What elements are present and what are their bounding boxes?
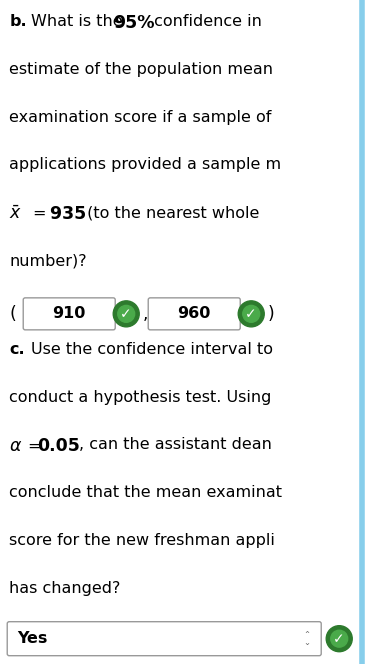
Text: (to the nearest whole: (to the nearest whole [82,205,260,220]
Text: ,: , [142,305,148,323]
Text: Yes: Yes [17,631,48,646]
Text: $=$: $=$ [29,205,46,220]
Text: confidence in: confidence in [149,14,262,29]
Text: $\alpha$: $\alpha$ [9,438,23,456]
Text: 935: 935 [44,205,86,223]
Text: 960: 960 [177,306,211,321]
Circle shape [243,305,260,322]
Text: conduct a hypothesis test. Using: conduct a hypothesis test. Using [9,390,272,404]
Text: examination score if a sample of: examination score if a sample of [9,110,272,125]
FancyBboxPatch shape [7,622,321,655]
Text: $\bar{x}$: $\bar{x}$ [9,205,22,223]
Text: b.: b. [9,14,27,29]
Text: ⌃
⌄: ⌃ ⌄ [304,631,311,647]
Text: 0.05: 0.05 [37,438,80,456]
Text: score for the new freshman appli: score for the new freshman appli [9,533,275,548]
Text: has changed?: has changed? [9,581,121,596]
Text: ✓: ✓ [120,307,132,321]
Text: What is the: What is the [31,14,128,29]
Text: c.: c. [9,342,25,357]
Circle shape [326,625,352,651]
Text: 910: 910 [52,306,86,321]
Text: ): ) [267,305,274,323]
Text: conclude that the mean examinat: conclude that the mean examinat [9,485,282,500]
Circle shape [113,301,139,327]
Circle shape [238,301,264,327]
Text: Use the confidence interval to: Use the confidence interval to [31,342,273,357]
FancyBboxPatch shape [148,298,240,330]
Text: ✓: ✓ [334,631,345,645]
FancyBboxPatch shape [23,298,115,330]
Circle shape [118,305,135,322]
Text: applications provided a sample m: applications provided a sample m [9,157,281,173]
Text: ✓: ✓ [245,307,257,321]
Text: , can the assistant dean: , can the assistant dean [79,438,272,452]
Text: (: ( [9,305,16,323]
Text: estimate of the population mean: estimate of the population mean [9,62,273,77]
Text: 95%: 95% [113,14,155,32]
Circle shape [331,630,348,647]
Text: number)?: number)? [9,253,87,268]
Text: $= $: $= $ [24,438,41,452]
